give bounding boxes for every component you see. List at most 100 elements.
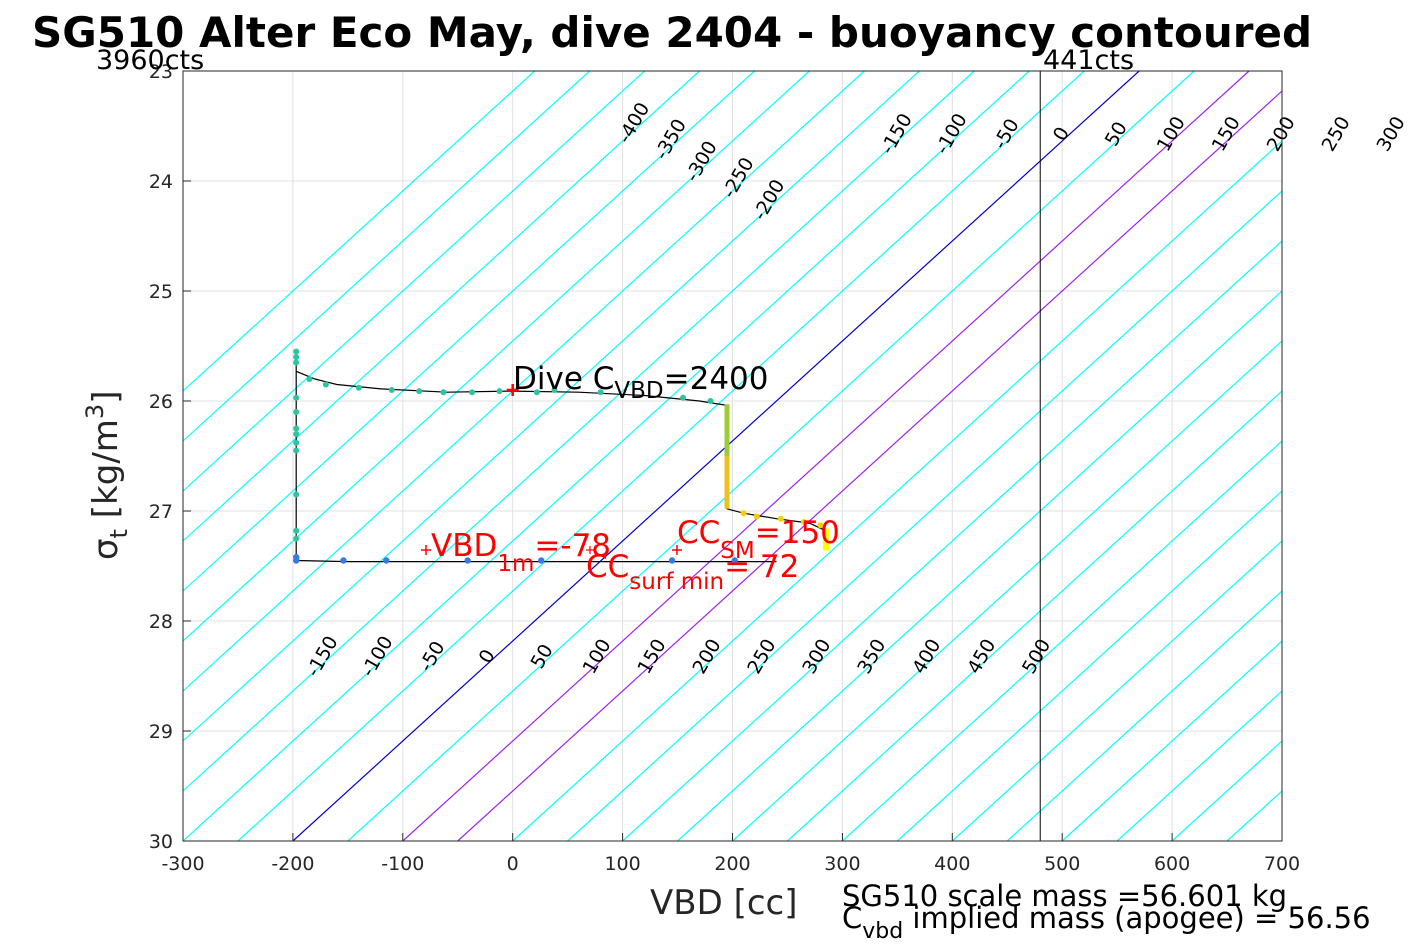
contour-line	[183, 71, 1030, 841]
contour-line	[951, 540, 1282, 841]
contour-line	[841, 440, 1282, 841]
dive-point	[293, 409, 300, 415]
contour-label-top: 300	[1373, 113, 1410, 155]
climb-point	[340, 557, 347, 564]
contour-line	[567, 190, 1282, 841]
bottom-point	[777, 515, 784, 522]
dive-point	[293, 491, 300, 498]
dive-point	[551, 387, 558, 393]
bottom-point	[800, 519, 807, 525]
dive-point	[306, 376, 313, 382]
contour-line	[183, 71, 975, 792]
contour-line	[896, 490, 1282, 841]
y-axis-label: σt [kg/m3]	[81, 391, 133, 560]
y-tick-label: 27	[149, 501, 173, 523]
dive-point	[388, 387, 395, 393]
x-tick-label: 300	[824, 853, 860, 875]
x-axis-label: VBD [cc]	[650, 883, 798, 923]
x-tick-label: 500	[1044, 853, 1080, 875]
climb-point	[464, 557, 471, 564]
contour-line	[732, 340, 1282, 841]
y-axis-ticks: 23 24 25 26 27 28 29 30	[149, 61, 191, 853]
markers	[421, 384, 682, 555]
vbd-1m-label: VBD1m=-78	[431, 528, 611, 577]
climb-point	[383, 557, 390, 564]
dive-point	[293, 354, 300, 360]
dive-point	[293, 431, 300, 437]
contour-line	[183, 71, 700, 542]
bottom-point	[753, 513, 760, 520]
svg-text:σt [kg/m3]: σt [kg/m3]	[81, 391, 133, 560]
y-tick-label: 30	[149, 831, 173, 853]
x-tick-label: -200	[271, 853, 314, 875]
contour-line	[183, 71, 645, 492]
dive-point	[293, 447, 300, 454]
contour-line	[402, 71, 1250, 841]
dive-point	[597, 389, 604, 396]
contour-line	[1006, 590, 1282, 841]
counts-left-label: 3960cts	[96, 45, 204, 76]
dive-point	[469, 389, 476, 396]
bottom-point	[740, 510, 747, 517]
y-tick-label: 24	[149, 171, 173, 193]
cc-surf-min-label: CCsurf min= 72	[586, 549, 799, 595]
contour-line	[677, 290, 1282, 841]
y-tick-label: 25	[149, 281, 173, 303]
contour-label-top: 250	[1318, 113, 1355, 155]
dive-cvbd-label: Dive CVBD=2400	[513, 361, 769, 404]
dive-point	[293, 348, 300, 355]
dive-point	[293, 439, 300, 446]
contour-line	[622, 240, 1282, 841]
dive-point	[533, 389, 540, 396]
contour-line	[183, 71, 920, 742]
x-tick-label: 0	[507, 853, 519, 875]
climb-point	[538, 557, 545, 564]
dive-point	[322, 381, 329, 388]
climb-point	[731, 557, 738, 564]
dive-traces	[292, 348, 829, 564]
bottom-point	[817, 522, 824, 529]
y-tick-label: 26	[149, 391, 173, 413]
contour-line	[237, 71, 1085, 841]
dive-point	[707, 398, 714, 404]
contour-line	[183, 71, 536, 392]
climb-point	[292, 557, 300, 564]
contour-line	[183, 71, 810, 642]
dive-point	[293, 527, 300, 534]
contour-line	[183, 71, 591, 442]
x-axis-ticks: -300 -200 -100 0 100 200 300 400 500 600 700	[161, 833, 1300, 875]
x-tick-label: 100	[604, 853, 640, 875]
y-tick-label: 29	[149, 721, 173, 743]
x-tick-label: 700	[1264, 853, 1300, 875]
contour-line	[347, 71, 1195, 841]
dive-point	[680, 394, 687, 401]
contour-line	[787, 390, 1282, 841]
chart-title: SG510 Alter Eco May, dive 2404 - buoyanc…	[32, 8, 1312, 57]
x-tick-label: 400	[934, 853, 970, 875]
y-label-sub: t	[105, 529, 133, 538]
y-label-symbol: σ	[86, 538, 126, 560]
dive-point	[293, 535, 300, 542]
dive-point	[440, 389, 447, 396]
scale-mass-label: SG510 scale mass =56.601 kg	[842, 879, 1287, 913]
x-tick-label: -300	[161, 853, 204, 875]
x-tick-label: -100	[381, 853, 424, 875]
y-tick-label: 23	[149, 61, 173, 83]
contour-line	[183, 71, 755, 592]
dive-point	[416, 388, 423, 395]
dive-point	[293, 359, 300, 366]
x-tick-label: 600	[1154, 853, 1190, 875]
contour-line	[1281, 840, 1282, 841]
y-label-unit: [kg/m	[86, 419, 126, 518]
implied-mass-label: Cvbd implied mass (apogee) = 56.56	[842, 901, 1371, 944]
y-label-close: ]	[86, 391, 126, 404]
contour-line	[512, 140, 1282, 841]
x-tick-label: 200	[714, 853, 750, 875]
y-label-sup: 3	[81, 404, 109, 419]
dive-point	[496, 388, 503, 395]
contour-line	[183, 71, 865, 692]
contour-line	[457, 90, 1282, 841]
dive-point	[355, 384, 362, 391]
contour-line	[292, 71, 1140, 841]
